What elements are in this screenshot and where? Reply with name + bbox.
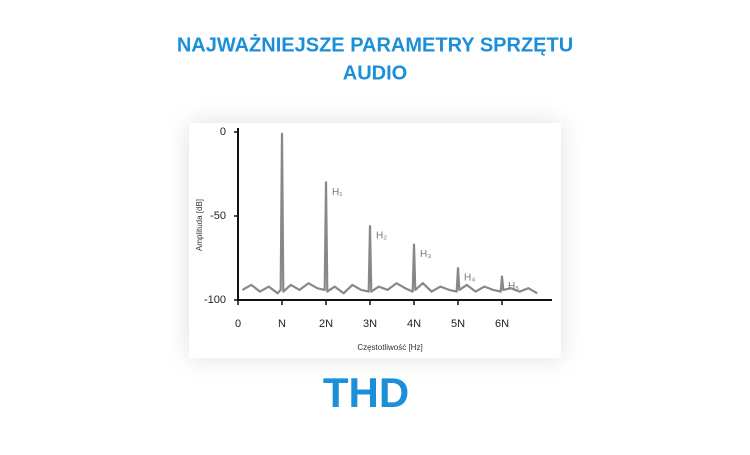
x-axis-label: Częstotliwość [Hz] — [357, 343, 422, 352]
y-axis-label: Amplituda [dB] — [195, 199, 204, 251]
x-tick-label: 3N — [363, 318, 377, 330]
page-title: NAJWAŻNIEJSZE PARAMETRY SPRZĘTU — [177, 33, 573, 56]
harmonic-label: H₄ — [464, 273, 475, 284]
x-tick-label: 5N — [451, 318, 465, 330]
harmonic-label: H₂ — [376, 231, 387, 242]
y-tick-label: 0 — [220, 126, 226, 138]
harmonic-label: H₅ — [508, 281, 519, 292]
x-tick-label: 4N — [407, 318, 421, 330]
harmonic-label: H₁ — [332, 187, 343, 198]
y-tick-label: -50 — [210, 210, 226, 222]
subject-label: THD — [323, 369, 409, 416]
y-tick-label: -100 — [204, 294, 226, 306]
chart-panel — [189, 123, 561, 358]
x-tick-label: 2N — [319, 318, 333, 330]
x-tick-label: N — [278, 318, 286, 330]
page-title: AUDIO — [343, 62, 407, 84]
spectrum-line — [241, 132, 538, 295]
x-tick-label: 0 — [235, 318, 241, 330]
x-tick-label: 6N — [495, 318, 509, 330]
harmonic-label: H₃ — [420, 249, 431, 260]
